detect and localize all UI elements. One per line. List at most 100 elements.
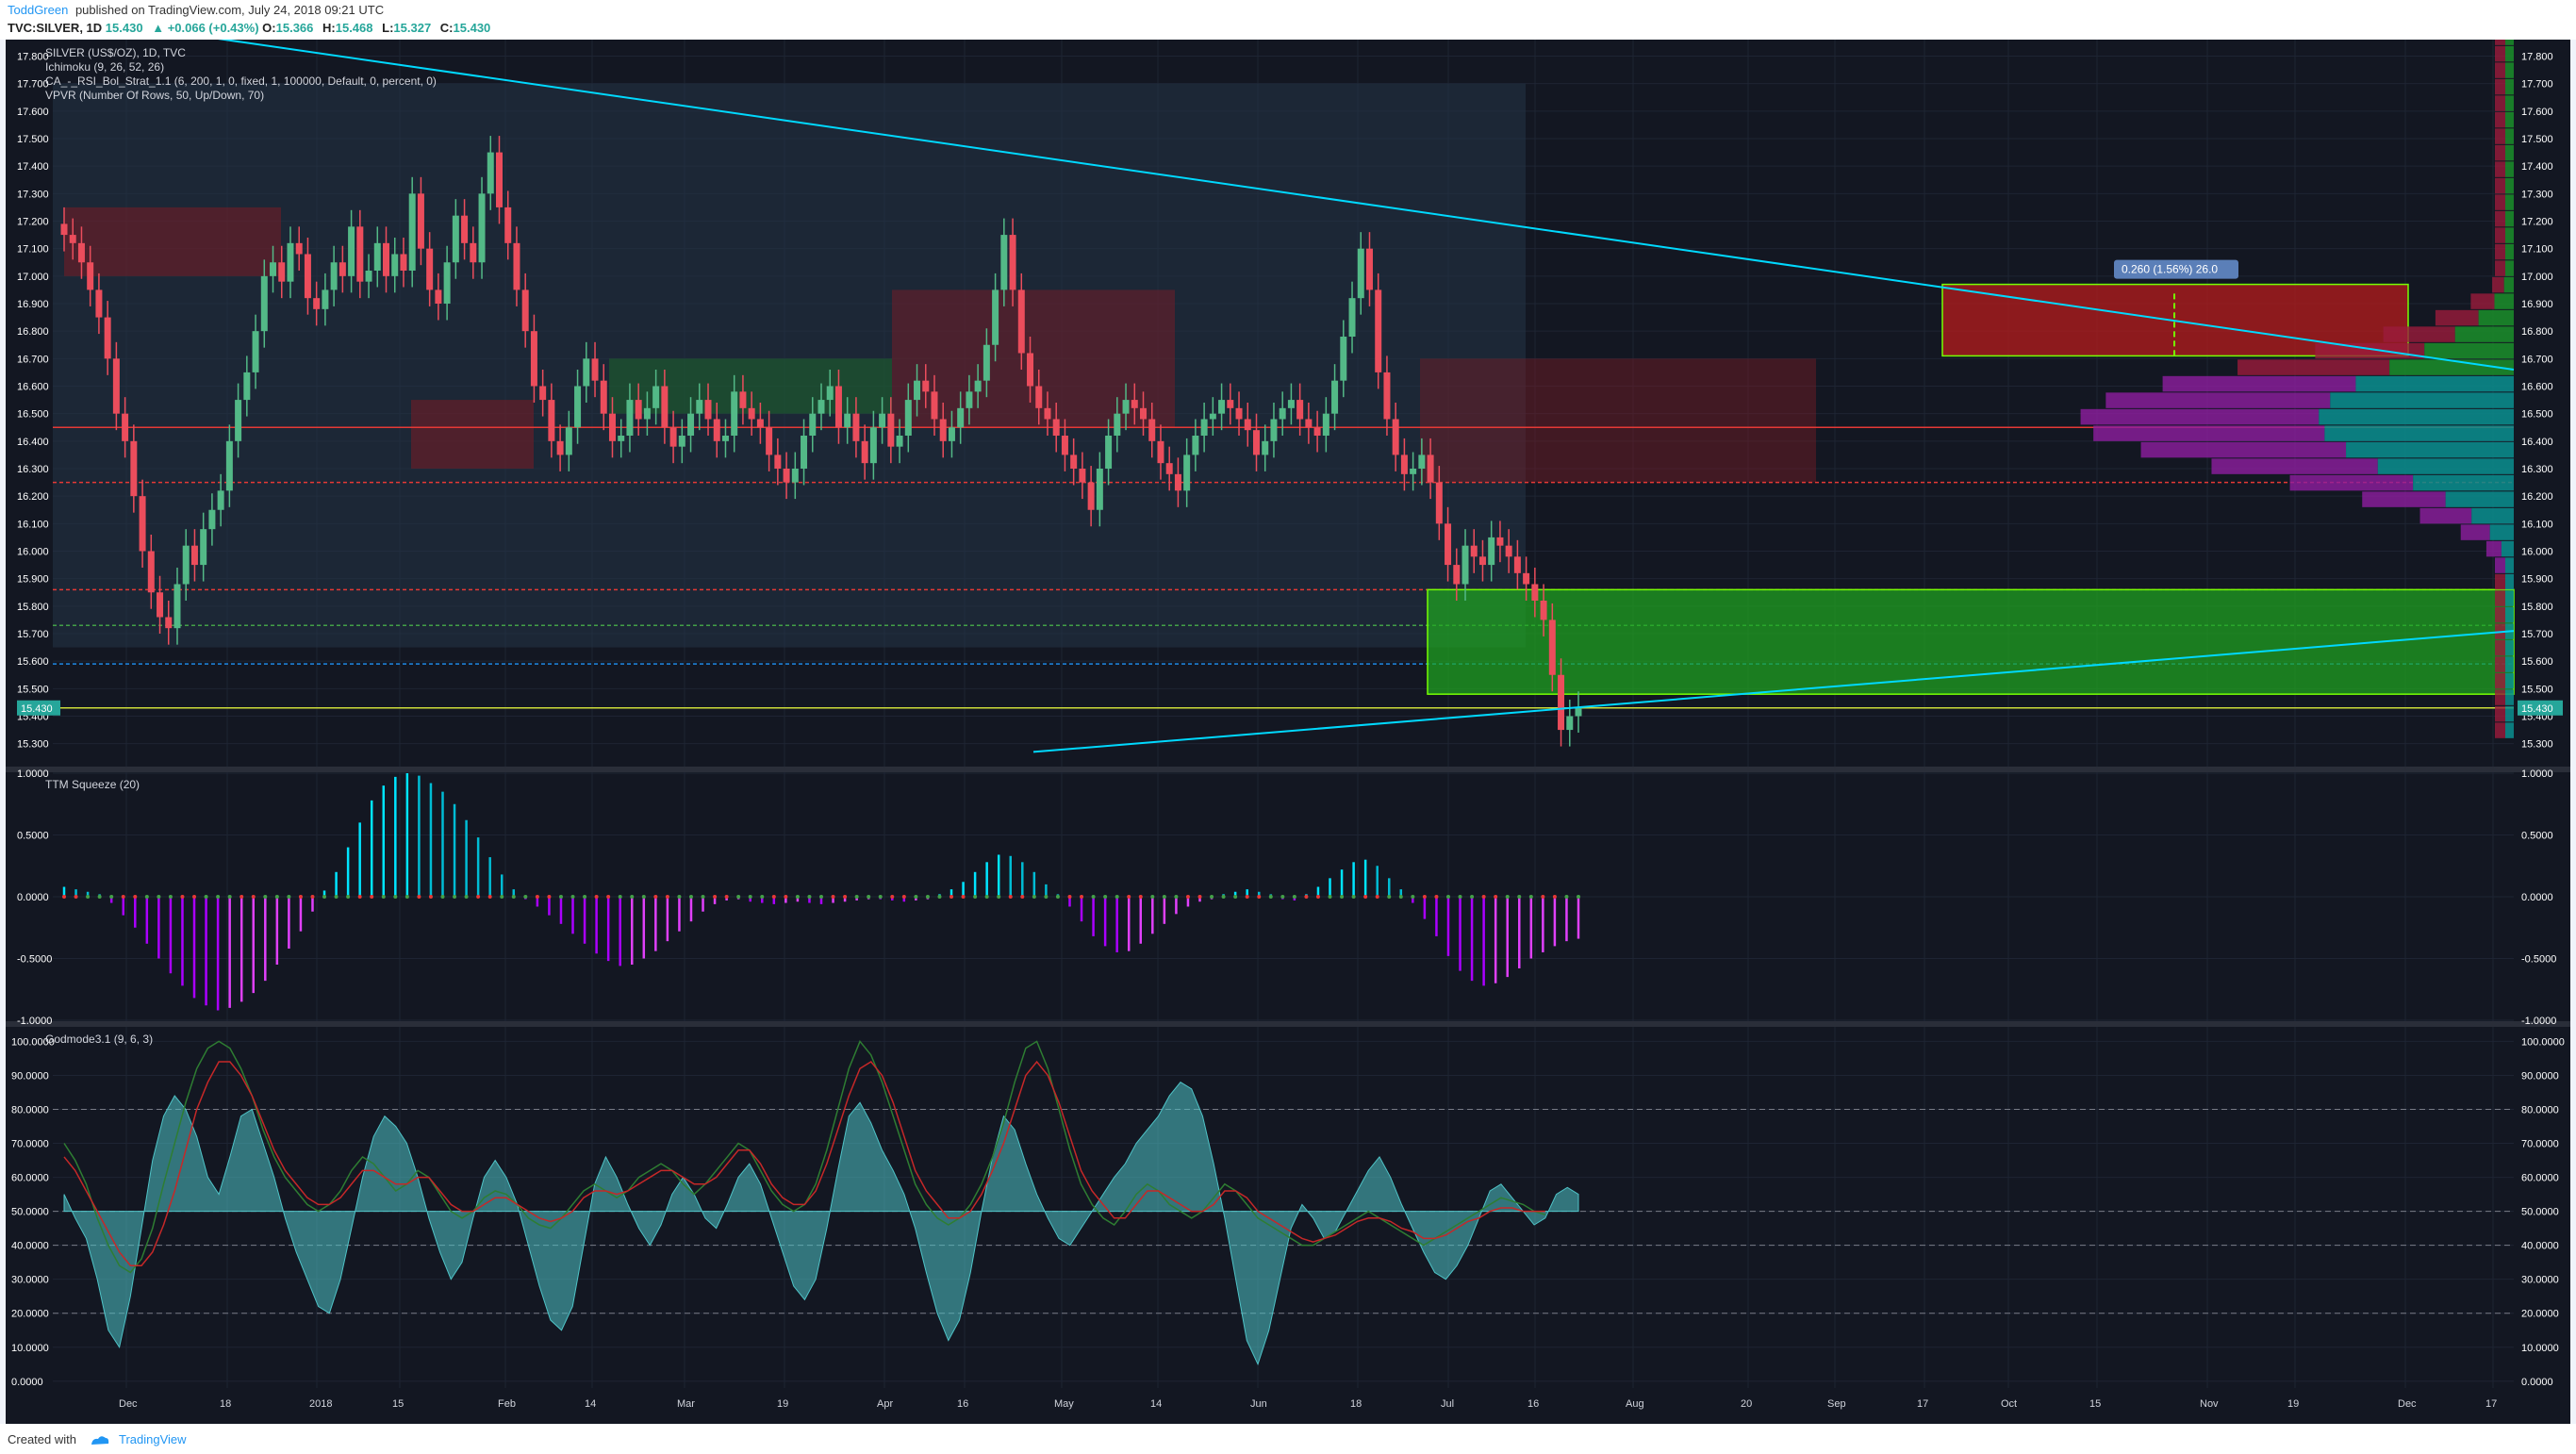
squeeze-dot xyxy=(133,895,138,899)
candle-body xyxy=(278,262,286,282)
godmode-tick-left: 70.0000 xyxy=(11,1139,49,1150)
price-tick-right: 16.000 xyxy=(2521,547,2553,558)
volume-profile-bar xyxy=(2495,656,2505,672)
candle-body xyxy=(157,592,164,618)
candle-body xyxy=(452,215,459,263)
candle-body xyxy=(1140,407,1148,420)
candle-body xyxy=(1313,427,1321,436)
volume-profile-bar xyxy=(2495,557,2505,573)
volume-profile-bar xyxy=(2478,309,2514,326)
squeeze-tick-right: -0.5000 xyxy=(2521,954,2556,966)
price-tick-right: 15.800 xyxy=(2521,602,2553,613)
volume-profile-bar xyxy=(2435,309,2479,326)
squeeze-dot xyxy=(1541,895,1545,899)
candle-body xyxy=(1548,620,1556,675)
volume-profile-bar xyxy=(2470,293,2495,309)
candle-body xyxy=(1340,337,1347,381)
godmode-slow-line xyxy=(63,1060,1545,1267)
squeeze-dot xyxy=(97,895,102,899)
candle-body xyxy=(739,391,747,408)
squeeze-dot xyxy=(594,895,599,899)
squeeze-dot xyxy=(748,895,752,899)
candle-body xyxy=(1061,436,1068,455)
x-axis-label: 18 xyxy=(220,1398,231,1410)
candle-body xyxy=(304,254,311,299)
squeeze-dot xyxy=(1197,895,1202,899)
squeeze-dot xyxy=(428,895,433,899)
measure-label-bg xyxy=(2114,259,2238,279)
candle-body xyxy=(1079,469,1086,483)
high-value: 15.468 xyxy=(335,21,373,35)
squeeze-dot xyxy=(1020,895,1025,899)
volume-profile-bar xyxy=(2494,293,2514,309)
squeeze-dot xyxy=(1577,895,1580,899)
godmode-tick-left: 20.0000 xyxy=(11,1309,49,1320)
squeeze-dot xyxy=(476,895,481,899)
candle-body xyxy=(295,242,303,255)
x-axis-label: Aug xyxy=(1626,1398,1644,1410)
x-axis-label: Dec xyxy=(119,1398,138,1410)
squeeze-dot xyxy=(1315,895,1320,899)
candle-body xyxy=(270,262,277,276)
chart-area[interactable]: 17.800 17.800 17.700 17.700 17.600 17.600 17.5… xyxy=(6,12,2570,1424)
candle-body xyxy=(766,427,773,455)
volume-profile-bar xyxy=(2505,689,2514,705)
godmode-tick-right: 90.0000 xyxy=(2521,1070,2559,1082)
candle-body xyxy=(574,386,582,428)
volume-profile-bar xyxy=(2505,656,2514,672)
squeeze-dot xyxy=(357,895,362,899)
candle-body xyxy=(687,413,695,436)
squeeze-tick-left: 0.5000 xyxy=(17,831,49,842)
candle-body xyxy=(391,254,399,276)
candle-body xyxy=(731,391,738,436)
support-zone xyxy=(1427,588,2515,695)
volume-profile-bar xyxy=(2495,606,2505,623)
volume-profile-bar xyxy=(2495,573,2505,590)
tradingview-link[interactable]: TradingView xyxy=(119,1432,187,1446)
volume-profile-bar xyxy=(2495,639,2505,656)
squeeze-dot xyxy=(370,895,374,899)
volume-profile-bar xyxy=(2505,573,2514,590)
x-axis-label: 15 xyxy=(392,1398,404,1410)
squeeze-dot xyxy=(405,895,409,899)
price-tick-left: 17.400 xyxy=(17,161,49,173)
squeeze-dot xyxy=(1340,895,1345,899)
squeeze-dot xyxy=(653,895,658,899)
candle-body xyxy=(1513,556,1521,573)
price-tick-left: 16.900 xyxy=(17,299,49,310)
squeeze-dot xyxy=(867,895,871,899)
price-tick-right: 17.000 xyxy=(2521,272,2553,283)
candle-body xyxy=(992,289,999,345)
price-tick-left: 17.200 xyxy=(17,217,49,228)
x-axis-label: 14 xyxy=(1150,1398,1162,1410)
squeeze-dot xyxy=(925,895,930,899)
candle-body xyxy=(801,436,808,469)
candle-body xyxy=(791,469,799,483)
author-link[interactable]: ToddGreen xyxy=(8,3,69,17)
squeeze-dot xyxy=(62,895,66,899)
candle-body xyxy=(1322,413,1329,436)
candle-body xyxy=(313,298,321,309)
candle-body xyxy=(852,413,860,441)
squeeze-dot xyxy=(346,895,351,899)
volume-profile-bar xyxy=(2495,45,2505,62)
price-tick-right: 16.800 xyxy=(2521,326,2553,338)
candle-body xyxy=(95,289,103,318)
squeeze-dot xyxy=(724,895,729,899)
squeeze-dot xyxy=(500,895,504,899)
candle-body xyxy=(1470,545,1478,557)
candle-body xyxy=(182,545,190,585)
squeeze-dot xyxy=(535,895,539,899)
candle-body xyxy=(826,386,834,401)
chart-svg[interactable]: 17.800 17.800 17.700 17.700 17.600 17.600 17.5… xyxy=(6,12,2570,1424)
candle-body xyxy=(904,400,912,436)
squeeze-dot xyxy=(1091,895,1096,899)
volume-profile-bar xyxy=(2419,507,2472,524)
price-tick-left: 17.600 xyxy=(17,107,49,118)
volume-profile-bar xyxy=(2315,342,2425,359)
squeeze-dot xyxy=(487,895,492,899)
squeeze-dot xyxy=(1398,895,1403,899)
ichimoku-cloud-green xyxy=(609,358,892,414)
volume-profile-bar xyxy=(2505,243,2514,260)
squeeze-dot xyxy=(322,895,327,899)
